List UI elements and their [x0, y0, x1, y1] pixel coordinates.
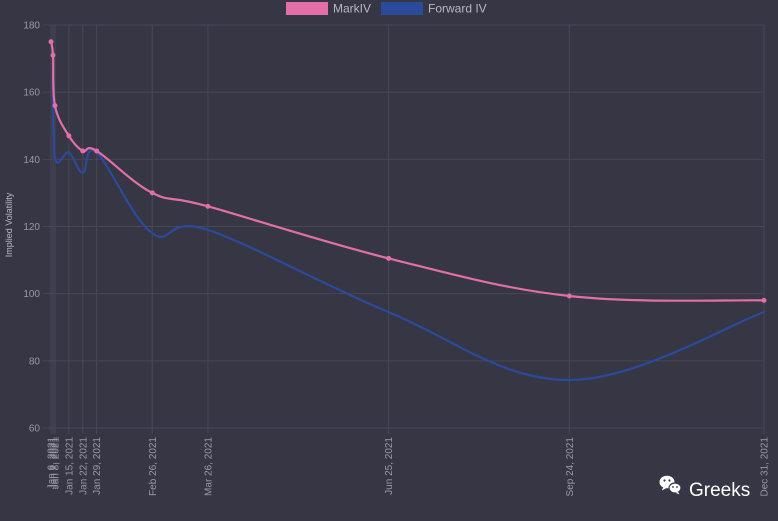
point-markiv[interactable]: [80, 148, 86, 154]
y-tick-label: 80: [29, 356, 41, 367]
legend-swatch-markiv: [286, 2, 328, 15]
y-tick-label: 160: [23, 88, 40, 99]
series-line-forward-iv: [51, 67, 766, 382]
legend-label-forward-iv: Forward IV: [428, 2, 487, 16]
point-markiv[interactable]: [386, 255, 392, 261]
series-points: [48, 39, 767, 303]
grid: [43, 24, 765, 434]
watermark: Greeks: [659, 475, 750, 501]
x-tick-label: Jan 22, 2021: [78, 437, 89, 495]
x-tick-label: Mar 26, 2021: [203, 437, 214, 496]
point-markiv[interactable]: [48, 39, 54, 45]
y-tick-label: 140: [23, 155, 40, 166]
x-tick-label: Jan 29, 2021: [92, 437, 103, 495]
watermark-text: Greeks: [689, 480, 750, 501]
y-tick-label: 60: [29, 424, 41, 435]
legend-label-markiv: MarkIV: [333, 2, 371, 16]
point-markiv[interactable]: [94, 148, 100, 154]
point-markiv[interactable]: [149, 190, 155, 196]
legend: MarkIV Forward IV: [286, 2, 487, 16]
point-markiv[interactable]: [761, 297, 767, 303]
x-tick-label: Jan 8, 2021: [50, 437, 61, 490]
y-axis-label: Implied Volatility: [4, 192, 14, 257]
series-line-markiv: [49, 40, 766, 302]
x-tick-label: Dec 31, 2021: [760, 437, 771, 497]
x-tick-label: Jun 25, 2021: [384, 437, 395, 495]
y-axis-ticks: 60 80 100 120 140 160 180: [23, 21, 40, 435]
x-tick-label: Jan 6, 2021: [47, 437, 58, 490]
point-markiv[interactable]: [205, 203, 211, 209]
y-tick-label: 100: [23, 289, 40, 300]
legend-swatch-forward-iv: [381, 2, 423, 15]
point-markiv[interactable]: [50, 52, 56, 58]
legend-item-markiv[interactable]: MarkIV: [286, 2, 371, 16]
x-tick-label: Jan 15, 2021: [64, 437, 75, 495]
x-tick-label: Sep 24, 2021: [565, 437, 576, 497]
point-markiv[interactable]: [66, 133, 72, 139]
legend-item-forward-iv[interactable]: Forward IV: [381, 2, 487, 16]
y-tick-label: 180: [23, 21, 40, 32]
point-markiv[interactable]: [566, 293, 572, 299]
wechat-icon: [659, 475, 682, 495]
x-tick-label: Jan 7, 2021: [48, 437, 59, 490]
y-tick-label: 120: [23, 222, 40, 233]
point-markiv[interactable]: [52, 103, 58, 109]
x-tick-label: Feb 26, 2021: [148, 437, 159, 496]
